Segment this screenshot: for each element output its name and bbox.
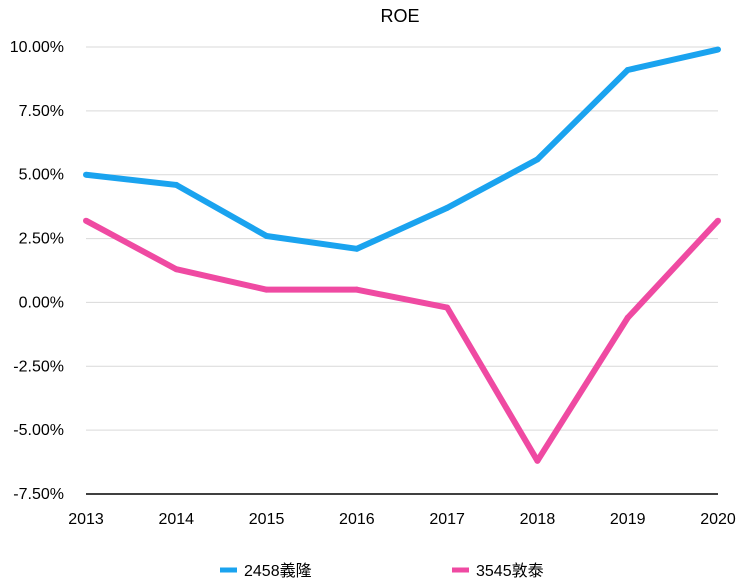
x-tick-label: 2015 bbox=[249, 511, 285, 528]
y-tick-label: -7.50% bbox=[13, 486, 64, 503]
x-tick-label: 2017 bbox=[429, 511, 465, 528]
x-tick-label: 2014 bbox=[158, 511, 194, 528]
x-axis-tick-labels: 2013 2014 2015 2016 2017 2018 2019 2020 bbox=[68, 511, 736, 528]
data-point bbox=[715, 217, 721, 224]
data-point bbox=[263, 286, 270, 293]
legend: 2458義隆 3545敦泰 bbox=[220, 562, 544, 580]
data-point bbox=[534, 156, 541, 163]
data-series bbox=[83, 46, 721, 464]
x-tick-label: 2016 bbox=[339, 511, 375, 528]
x-tick-label: 2013 bbox=[68, 511, 104, 528]
data-point bbox=[263, 233, 270, 240]
y-tick-label: 0.00% bbox=[19, 294, 64, 311]
data-point bbox=[444, 204, 451, 211]
data-point bbox=[444, 304, 451, 311]
series-line bbox=[85, 46, 719, 252]
series-1 bbox=[83, 46, 721, 252]
legend-label: 2458義隆 bbox=[244, 562, 312, 580]
data-point bbox=[83, 171, 89, 178]
y-axis-tick-labels: 10.00% 7.50% 5.00% 2.50% 0.00% -2.50% -5.00% -7… bbox=[10, 39, 64, 503]
data-point bbox=[173, 266, 180, 273]
data-point bbox=[715, 46, 721, 53]
data-point bbox=[173, 181, 180, 188]
y-tick-label: 10.00% bbox=[10, 39, 64, 56]
x-tick-label: 2018 bbox=[520, 511, 556, 528]
y-tick-label: -2.50% bbox=[13, 358, 64, 375]
chart-title: ROE bbox=[380, 6, 419, 26]
y-tick-label: 7.50% bbox=[19, 103, 64, 120]
data-point bbox=[534, 457, 541, 464]
x-tick-label: 2019 bbox=[610, 511, 646, 528]
y-tick-label: 5.00% bbox=[19, 167, 64, 184]
data-point bbox=[624, 66, 631, 73]
y-tick-label: 2.50% bbox=[19, 231, 64, 248]
y-tick-label: -5.00% bbox=[13, 422, 64, 439]
legend-label: 3545敦泰 bbox=[476, 562, 544, 580]
data-point bbox=[83, 217, 89, 224]
gridlines bbox=[86, 46, 718, 495]
x-tick-label: 2020 bbox=[700, 511, 736, 528]
data-point bbox=[624, 314, 631, 321]
data-point bbox=[353, 245, 360, 252]
series-line bbox=[84, 218, 721, 464]
series-2 bbox=[83, 217, 721, 464]
legend-item: 2458義隆 bbox=[220, 562, 312, 580]
legend-item: 3545敦泰 bbox=[452, 562, 544, 580]
data-point bbox=[353, 286, 360, 293]
